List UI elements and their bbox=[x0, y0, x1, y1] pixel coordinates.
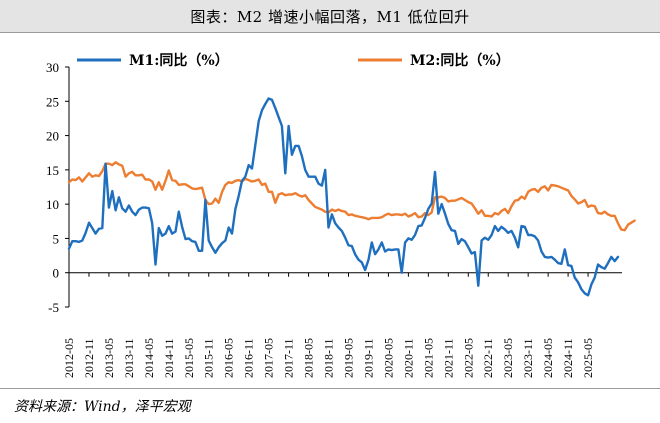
y-tick-label: 25 bbox=[46, 94, 59, 109]
chart-legend: M1:同比（%） M2:同比（%） bbox=[77, 52, 510, 69]
x-tick-label: 2016-05 bbox=[222, 338, 236, 378]
chart-title-bar: 图表：M2 增速小幅回落，M1 低位回升 bbox=[0, 0, 660, 33]
y-tick-label: 20 bbox=[46, 129, 59, 144]
chart-title: 图表：M2 增速小幅回落，M1 低位回升 bbox=[190, 7, 470, 26]
x-tick-label: 2012-05 bbox=[62, 338, 76, 378]
y-tick-label: 0 bbox=[53, 266, 60, 281]
x-tick-label: 2021-05 bbox=[421, 338, 435, 378]
y-tick-label: 15 bbox=[46, 163, 59, 178]
x-tick-label: 2023-11 bbox=[521, 338, 535, 378]
x-tick-label: 2024-05 bbox=[541, 338, 555, 378]
x-tick-label: 2019-11 bbox=[361, 338, 375, 378]
chart-ticks: 30 25 20 15 10 5 0 -5 2012-05 2012-11 2013-05 2013-… bbox=[46, 60, 595, 378]
x-tick-label: 2022-05 bbox=[461, 338, 475, 378]
y-tick-label: 10 bbox=[46, 197, 59, 212]
x-tick-label: 2017-11 bbox=[282, 338, 296, 378]
x-tick-label: 2022-11 bbox=[481, 338, 495, 378]
series-line-m1 bbox=[67, 97, 620, 297]
x-tick-label: 2014-05 bbox=[142, 338, 156, 378]
x-tick-label: 2015-11 bbox=[202, 338, 216, 378]
series-line-m2 bbox=[67, 161, 636, 232]
x-tick-label: 2025-05 bbox=[581, 338, 595, 378]
source-divider bbox=[0, 388, 660, 389]
x-tick-label: 2023-05 bbox=[501, 338, 515, 378]
source-note: 资料来源：Wind，泽平宏观 bbox=[14, 399, 191, 415]
chart-series bbox=[67, 97, 636, 297]
x-tick-label: 2017-05 bbox=[262, 338, 276, 378]
x-tick-label: 2012-11 bbox=[82, 338, 96, 378]
x-tick-label: 2013-05 bbox=[102, 338, 116, 378]
y-tick-label: 5 bbox=[53, 231, 60, 246]
x-tick-label: 2015-05 bbox=[182, 338, 196, 378]
x-tick-label: 2020-05 bbox=[381, 338, 395, 378]
x-tick-label: 2014-11 bbox=[162, 338, 176, 378]
x-tick-label: 2018-05 bbox=[302, 338, 316, 378]
x-tick-label: 2020-11 bbox=[401, 338, 415, 378]
line-chart: 30 25 20 15 10 5 0 -5 2012-05 2012-11 2013-05 2013-… bbox=[46, 52, 636, 378]
x-tick-label: 2018-11 bbox=[322, 338, 336, 378]
x-tick-label: 2013-11 bbox=[122, 338, 136, 378]
chart-axes bbox=[68, 67, 622, 307]
legend-label-m1: M1:同比（%） bbox=[129, 52, 229, 69]
x-tick-label: 2019-05 bbox=[341, 338, 355, 378]
y-tick-label: -5 bbox=[48, 300, 59, 315]
x-tick-label: 2016-11 bbox=[242, 338, 256, 378]
x-tick-label: 2021-11 bbox=[441, 338, 455, 378]
y-tick-label: 30 bbox=[46, 60, 59, 75]
legend-label-m2: M2:同比（%） bbox=[410, 52, 510, 69]
x-tick-label: 2024-11 bbox=[561, 338, 575, 378]
